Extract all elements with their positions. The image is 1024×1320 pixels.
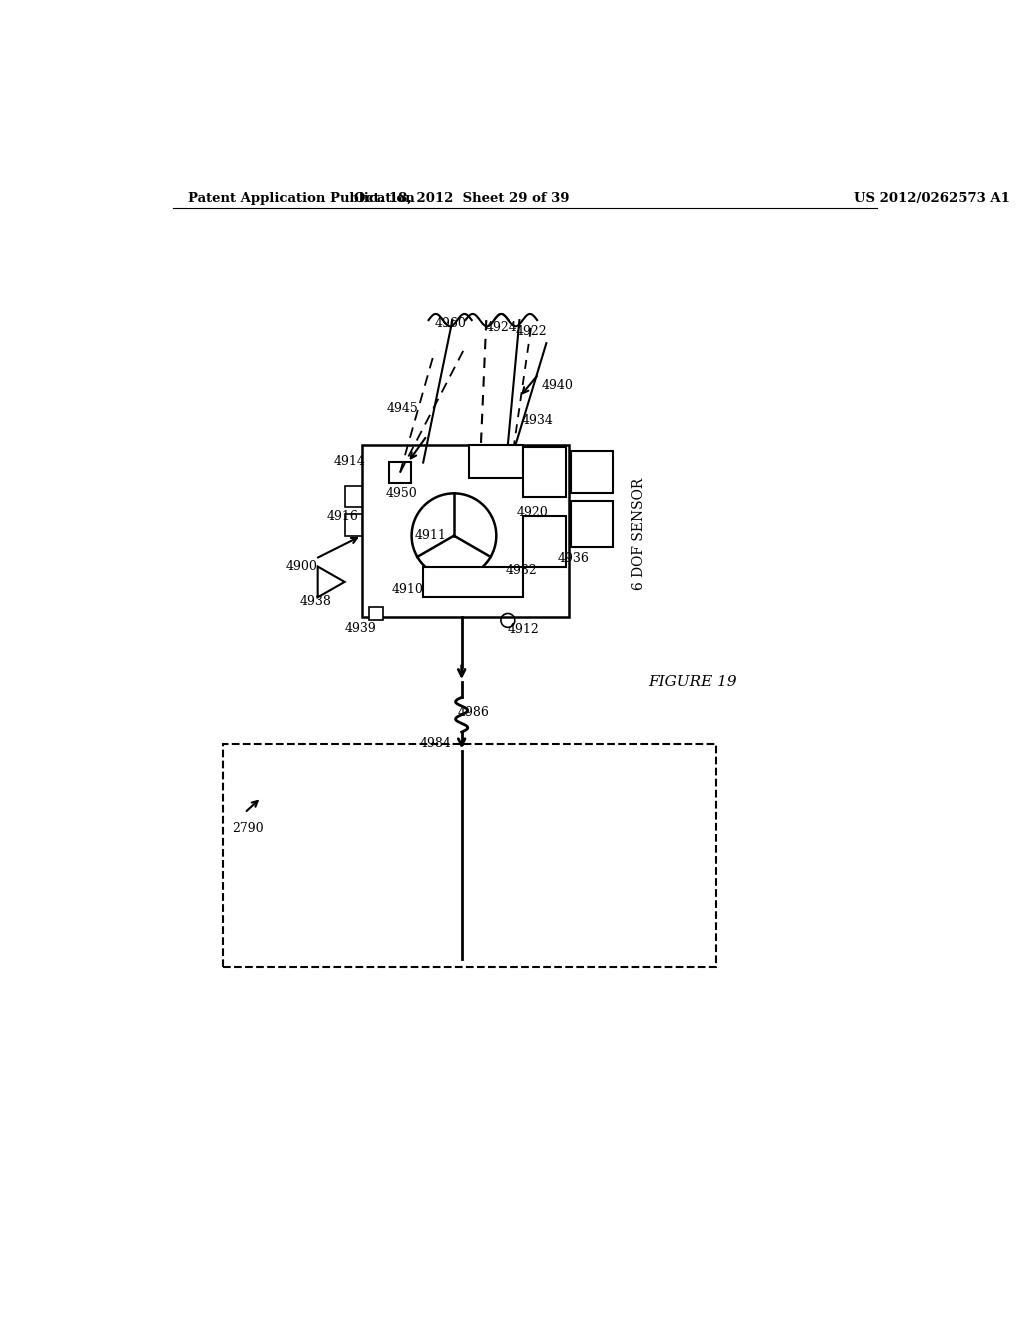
Bar	[469, 445, 523, 478]
Bar	[361, 445, 569, 616]
Text: 4910: 4910	[392, 583, 424, 597]
Text: 4986: 4986	[458, 706, 489, 719]
Bar	[523, 447, 565, 498]
Text: 4940: 4940	[542, 379, 573, 392]
Text: 4932: 4932	[506, 564, 538, 577]
Text: 4936: 4936	[557, 552, 589, 565]
Text: FIGURE 19: FIGURE 19	[648, 675, 737, 689]
Text: 4911: 4911	[415, 529, 446, 543]
Text: 4934: 4934	[521, 413, 553, 426]
Text: 4900: 4900	[286, 560, 317, 573]
Text: 4945: 4945	[386, 403, 418, 416]
Text: 2790: 2790	[231, 822, 263, 834]
Text: 4950: 4950	[386, 487, 418, 500]
Text: 4938: 4938	[299, 594, 332, 607]
Text: 4939: 4939	[344, 622, 376, 635]
Bar	[571, 502, 613, 548]
Bar	[345, 515, 361, 536]
Text: Patent Application Publication: Patent Application Publication	[188, 191, 415, 205]
Bar	[370, 607, 383, 620]
Bar	[345, 486, 361, 507]
Bar	[523, 516, 565, 566]
Text: Oct. 18, 2012  Sheet 29 of 39: Oct. 18, 2012 Sheet 29 of 39	[354, 191, 569, 205]
Text: 6 DOF SENSOR: 6 DOF SENSOR	[632, 478, 646, 590]
Bar	[223, 743, 716, 966]
Text: 4960: 4960	[434, 317, 466, 330]
Text: 4922: 4922	[516, 325, 548, 338]
Text: US 2012/0262573 A1: US 2012/0262573 A1	[854, 191, 1011, 205]
Polygon shape	[317, 566, 345, 598]
Text: 4914: 4914	[333, 454, 366, 467]
Bar	[423, 566, 523, 598]
Text: 4984: 4984	[420, 737, 452, 750]
Text: 4924: 4924	[485, 321, 517, 334]
Text: 4916: 4916	[327, 510, 358, 523]
Text: 4912: 4912	[507, 623, 539, 636]
Polygon shape	[389, 462, 411, 483]
Bar	[571, 451, 613, 494]
Text: 4920: 4920	[517, 506, 549, 519]
